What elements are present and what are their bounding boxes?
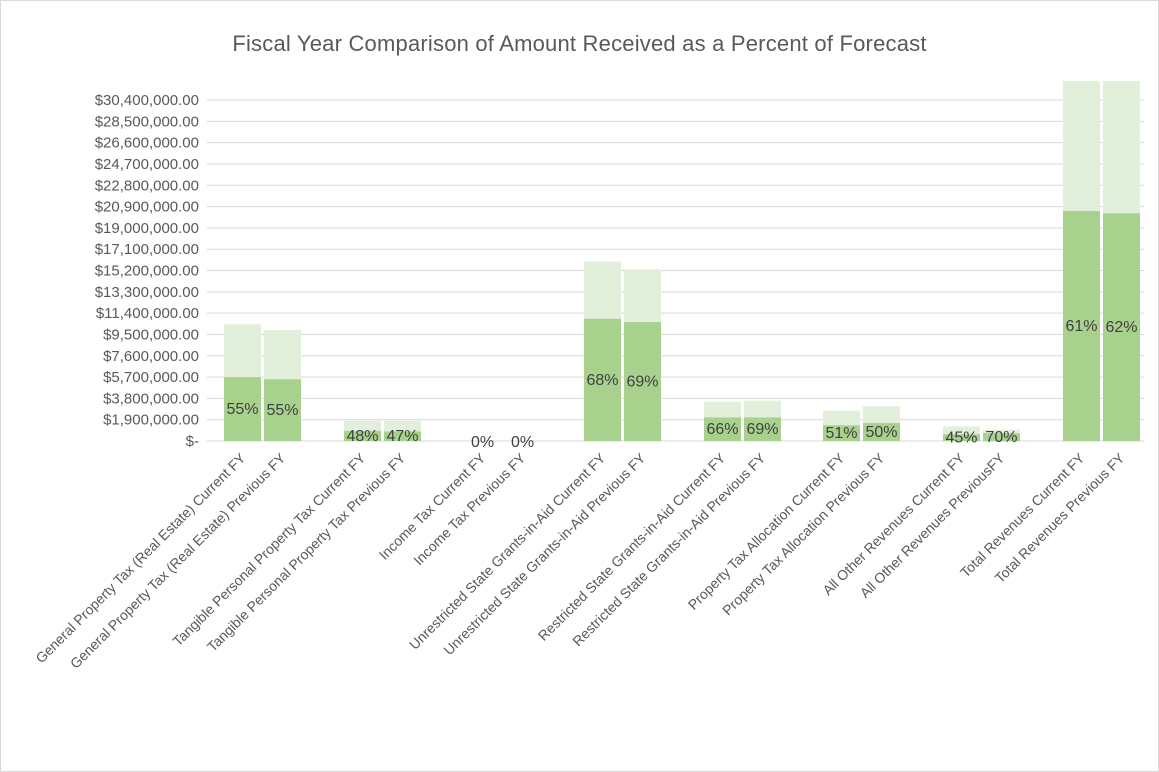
chart-title: Fiscal Year Comparison of Amount Receive… (232, 31, 927, 56)
bar-received (1103, 213, 1140, 441)
x-tick-label: All Other Revenues Current FY (819, 449, 968, 598)
data-label: 55% (226, 401, 258, 418)
data-label: 62% (1105, 319, 1137, 336)
bar-received (344, 430, 381, 441)
data-label: 55% (266, 402, 298, 419)
y-tick-label: $13,300,000.00 (95, 284, 199, 301)
bar-received (384, 431, 421, 441)
y-tick-label: $24,700,000.00 (95, 156, 199, 173)
bar-received (584, 318, 621, 441)
y-tick-label: $30,400,000.00 (95, 92, 199, 109)
y-tick-layer: $- $1,900,000.00 $3,800,000.00 $5,700,000.0… (95, 92, 199, 450)
data-label: 69% (626, 374, 658, 391)
data-label: 68% (586, 372, 618, 389)
data-label-layer: 55% 55% 48% 47% 0% 0% 68% 69% 66% 69% 51% 50% 45% 70%… (226, 318, 1137, 451)
data-label: 70% (985, 429, 1017, 446)
data-label: 0% (511, 434, 534, 451)
y-tick-label: $20,900,000.00 (95, 199, 199, 216)
bar-layer (224, 81, 1140, 441)
bar-received (1063, 211, 1100, 441)
x-tick-label: Restricted State Grants-in-Aid Current F… (535, 449, 729, 643)
bar-received (943, 434, 980, 441)
data-label: 50% (865, 424, 897, 441)
x-tick-label: All Other Revenues PreviousFY (857, 449, 1009, 601)
bar-received (983, 433, 1020, 441)
y-tick-label: $26,600,000.00 (95, 135, 199, 152)
y-tick-label: $22,800,000.00 (95, 177, 199, 194)
bar-received (264, 379, 301, 441)
y-tick-label: $11,400,000.00 (96, 305, 199, 322)
grid-layer (207, 99, 1144, 442)
y-tick-label: $7,600,000.00 (103, 348, 199, 365)
bar-received (224, 377, 261, 441)
bar-received (744, 417, 781, 441)
data-label: 47% (386, 428, 418, 445)
data-label: 48% (346, 428, 378, 445)
y-tick-label: $5,700,000.00 (103, 369, 199, 386)
y-tick-label: $19,000,000.00 (95, 220, 199, 237)
data-label: 66% (706, 421, 738, 438)
data-label: 61% (1065, 318, 1097, 335)
y-tick-label: $9,500,000.00 (103, 326, 199, 343)
bar-received (823, 425, 860, 441)
data-label: 45% (945, 430, 977, 447)
y-tick-label: $15,200,000.00 (95, 263, 199, 280)
data-label: 69% (746, 421, 778, 438)
y-tick-label: $3,800,000.00 (103, 390, 199, 407)
y-tick-label: $1,900,000.00 (103, 412, 199, 429)
y-tick-label: $28,500,000.00 (95, 113, 199, 130)
y-tick-label: $- (186, 433, 199, 450)
data-label: 51% (825, 425, 857, 442)
x-tick-layer: General Property Tax (Real Estate) Curre… (32, 449, 1128, 671)
bar-received (704, 417, 741, 441)
data-label: 0% (471, 434, 494, 451)
bar-received (863, 423, 900, 441)
y-tick-label: $17,100,000.00 (95, 241, 199, 258)
bar-received (624, 322, 661, 441)
